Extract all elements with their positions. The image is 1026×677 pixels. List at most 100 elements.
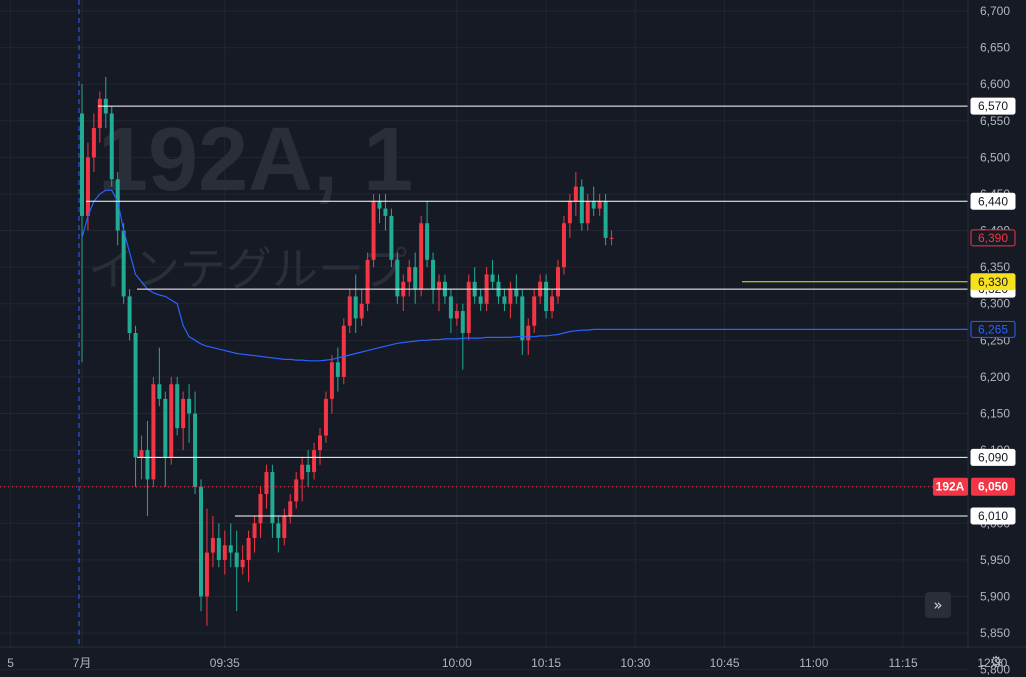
- y-tick-label: 6,350: [980, 260, 1010, 274]
- candle-body: [288, 501, 293, 516]
- candle-body: [419, 223, 424, 290]
- candle-body: [133, 333, 138, 458]
- x-tick-label: 10:30: [620, 656, 650, 670]
- candle-body: [97, 98, 102, 129]
- candle-body: [300, 464, 305, 480]
- x-tick-label: 10:00: [442, 656, 472, 670]
- candle-body: [609, 237, 614, 239]
- candle-body: [127, 296, 132, 334]
- x-tick-label: 11:15: [889, 656, 918, 670]
- candle-body: [115, 179, 120, 231]
- y-tick-label: 6,550: [980, 114, 1010, 128]
- candle-body: [264, 472, 269, 495]
- candle-body: [312, 450, 317, 473]
- candle-body: [246, 537, 251, 560]
- candle-body: [306, 464, 311, 473]
- candle-body: [556, 267, 560, 297]
- candle-body: [359, 303, 364, 319]
- y-tick-label: 6,600: [980, 77, 1010, 91]
- candle-body: [318, 435, 322, 451]
- candle-body: [544, 281, 549, 312]
- x-tick-label: 12:30: [977, 656, 1007, 670]
- candle-body: [425, 223, 430, 260]
- marker-price-tag-box: [970, 229, 1016, 247]
- candle-body: [193, 413, 198, 487]
- candle-body: [347, 296, 352, 326]
- y-tick-label: 6,700: [980, 4, 1010, 18]
- y-tick-label: 6,150: [980, 407, 1010, 421]
- chart-settings-icon[interactable]: ⚙: [989, 654, 1003, 670]
- candle-body: [460, 311, 465, 334]
- x-tick-label: 7月: [73, 656, 92, 670]
- candle-body: [437, 281, 441, 290]
- candle-body: [329, 362, 334, 399]
- candle-body: [377, 201, 382, 209]
- candle-body: [335, 362, 340, 377]
- candle-body: [234, 552, 239, 568]
- candle-body: [454, 311, 459, 319]
- candle-body: [85, 157, 90, 216]
- candle-body: [603, 201, 608, 238]
- x-tick-label: 09:35: [210, 656, 240, 670]
- candle-body: [341, 325, 346, 377]
- y-tick-label: 5,850: [980, 626, 1010, 640]
- candle-body: [407, 267, 412, 282]
- candle-body: [121, 230, 126, 297]
- x-tick-label: 10:45: [710, 656, 740, 670]
- scroll-to-realtime-icon[interactable]: »: [925, 592, 951, 618]
- candle-body: [478, 296, 483, 304]
- candle-body: [448, 296, 453, 319]
- candle-body: [389, 215, 394, 260]
- candle-body: [163, 398, 168, 458]
- candle-body: [216, 537, 221, 560]
- candle-body: [222, 545, 227, 560]
- candle-body: [371, 201, 376, 260]
- watermark-symbol: 192A, 1: [98, 110, 413, 210]
- candle-body: [204, 552, 209, 597]
- candle-body: [490, 274, 495, 282]
- candle-body: [550, 296, 555, 312]
- y-tick-label: 5,950: [980, 553, 1010, 567]
- y-tick-label: 5,800: [980, 663, 1010, 677]
- marker-price-tag-box: [970, 320, 1016, 338]
- candle-body: [567, 201, 572, 224]
- level-price-tag: 6,440: [978, 194, 1008, 208]
- candle-body: [187, 398, 192, 414]
- level-price-tag-box: [970, 448, 1016, 466]
- candle-body: [276, 523, 281, 538]
- candle-body: [413, 267, 418, 290]
- candle-body: [579, 186, 584, 224]
- candle-body: [181, 398, 186, 429]
- candle-body: [258, 494, 263, 524]
- y-tick-label: 6,200: [980, 370, 1010, 384]
- marker-price-tag: 6,265: [978, 322, 1008, 336]
- candle-body: [270, 472, 275, 524]
- candle-body: [526, 325, 531, 341]
- level-price-tag: 6,330: [978, 275, 1008, 289]
- candle-body: [383, 208, 388, 216]
- candle-body: [502, 296, 507, 304]
- level-price-tag: 6,570: [978, 99, 1008, 113]
- candle-body: [431, 259, 436, 290]
- candle-body: [228, 545, 233, 553]
- candle-body: [520, 296, 525, 341]
- candle-body: [157, 384, 162, 399]
- level-price-tag-box: [970, 97, 1016, 115]
- candle-body: [395, 259, 400, 297]
- level-price-tag: 6,010: [978, 509, 1008, 523]
- candle-body: [240, 559, 245, 568]
- candle-body: [151, 384, 156, 480]
- y-tick-label: 6,300: [980, 297, 1010, 311]
- candle-body: [585, 201, 590, 224]
- watermark-company-name: インテグループ: [88, 242, 407, 296]
- candle-body: [169, 384, 174, 458]
- candle-body: [561, 223, 566, 268]
- level-price-tag-box: [970, 192, 1016, 210]
- candle-body: [514, 289, 519, 297]
- candle-body: [508, 289, 513, 304]
- candle-body: [91, 128, 96, 158]
- candle-body: [591, 201, 596, 209]
- candle-body: [139, 450, 144, 458]
